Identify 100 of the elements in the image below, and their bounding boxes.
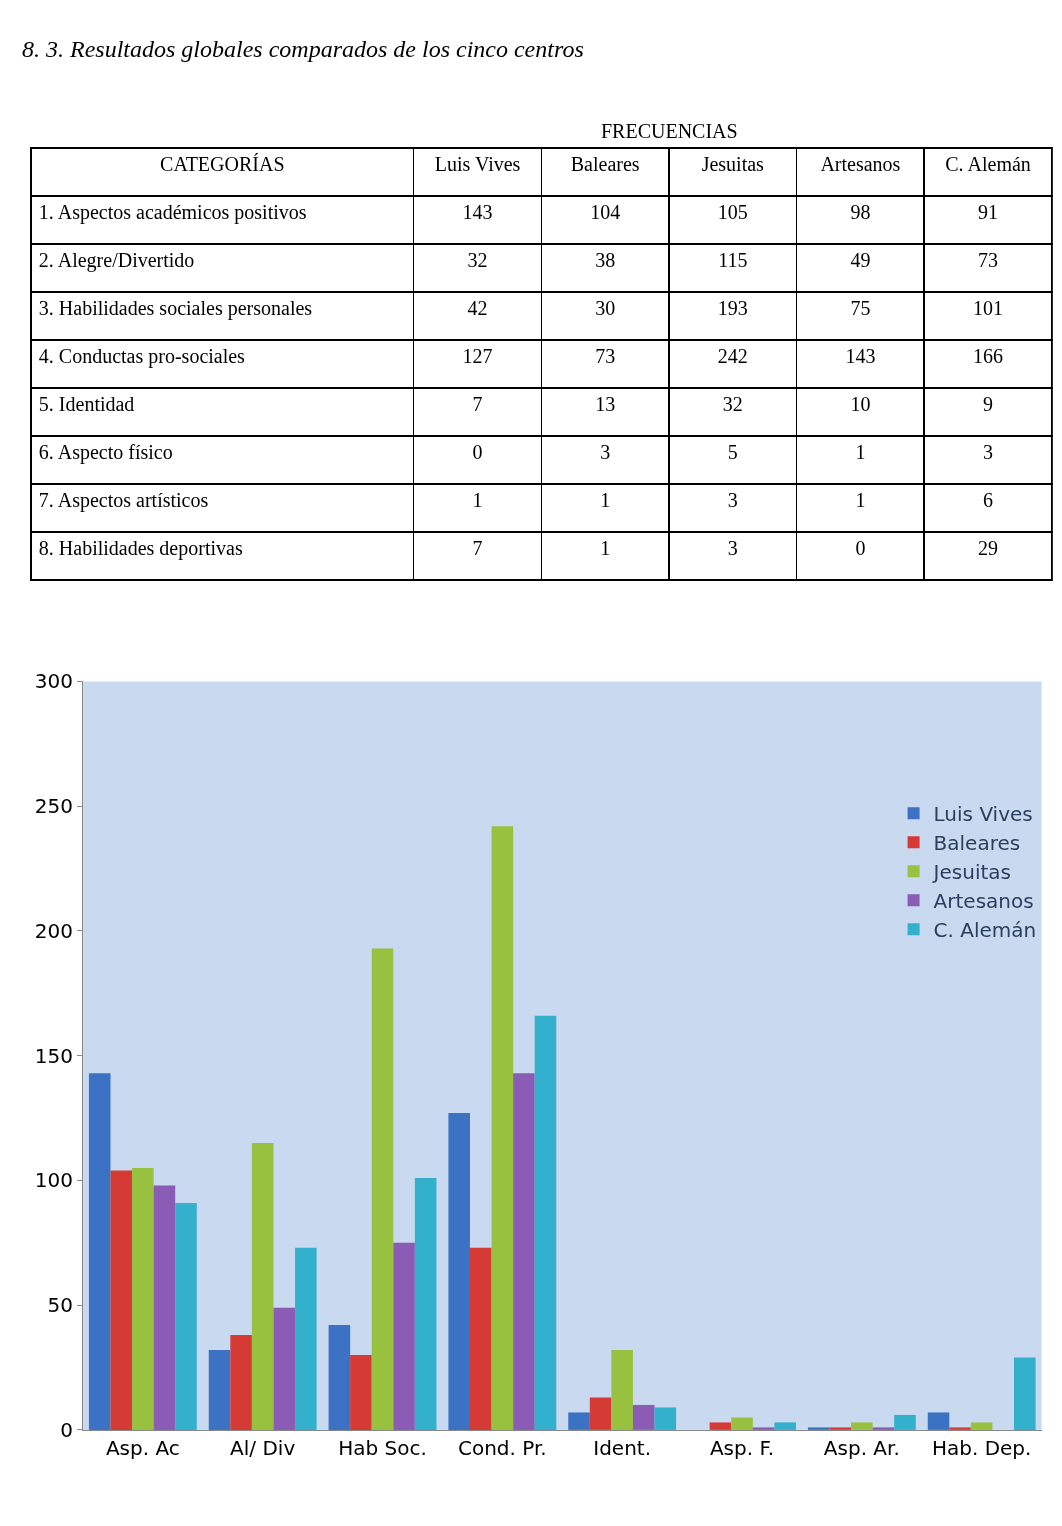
x-axis-title: FRECUENCIAS (601, 120, 738, 142)
legend-label: Artesanos (933, 889, 1034, 914)
x-tick-label: C. Alemán (945, 152, 1031, 175)
bar (611, 1350, 633, 1430)
data-label: 32 (467, 248, 488, 271)
bar (251, 1143, 274, 1430)
data-label: 166 (973, 344, 1004, 367)
x-tick-label: Artesanos (820, 152, 901, 175)
bar (88, 1073, 111, 1430)
data-label: 0 (472, 440, 483, 463)
bar (230, 1335, 252, 1430)
bar (568, 1412, 590, 1430)
data-label: 75 (850, 296, 871, 319)
data-label: 3 (727, 488, 738, 511)
data-label: 1 (855, 440, 866, 463)
x-tick-label: Luis Vives (434, 152, 521, 175)
data-label: 5 (727, 440, 738, 463)
bar (752, 1427, 775, 1430)
data-label: 101 (973, 296, 1004, 319)
legend-label: C. Alemán (933, 918, 1037, 943)
data-label: 242 (717, 344, 748, 367)
bar (469, 1247, 492, 1430)
bar (927, 1412, 950, 1430)
data-label: 32 (722, 392, 743, 415)
data-label: 91 (978, 200, 999, 223)
data-label: 9 (983, 392, 994, 415)
bar (448, 1113, 470, 1430)
data-label: 115 (718, 248, 748, 271)
y-tick-label: 250 (34, 794, 73, 819)
bar (273, 1307, 296, 1430)
legend-label: Luis Vives (933, 802, 1033, 827)
y-tick-label: 200 (34, 918, 73, 943)
legend-label: Jesuitas (931, 860, 1011, 885)
data-label: 30 (595, 296, 616, 319)
data-label: 6 (983, 488, 994, 511)
data-label: 105 (717, 200, 748, 223)
x-tick-label: Jesuitas (701, 152, 765, 175)
data-label: 1 (472, 488, 483, 511)
bar (513, 1073, 535, 1430)
y-tick-label: 300 (34, 669, 73, 694)
data-label: 38 (595, 248, 616, 271)
data-label: 3 (983, 440, 994, 463)
bar (970, 1422, 993, 1430)
bar (132, 1167, 154, 1430)
bar (1014, 1357, 1036, 1430)
data-label: 73 (978, 248, 999, 271)
data-label: 127 (462, 344, 493, 367)
x-tick-label: Asp. Ar. (823, 1435, 900, 1460)
data-label: 1 (855, 488, 866, 511)
bar (153, 1185, 176, 1430)
bar (295, 1247, 317, 1430)
y-tick-label: 6. Aspecto físico (38, 440, 173, 464)
x-tick-label: Baleares (570, 152, 640, 175)
bar (851, 1422, 873, 1430)
x-tick-label: Ident. (593, 1435, 652, 1460)
bar (350, 1355, 372, 1430)
bar (110, 1170, 133, 1430)
data-label: 42 (467, 296, 488, 319)
bar (731, 1417, 753, 1430)
x-tick-label: Asp. F. (709, 1435, 775, 1460)
data-label: 1 (600, 488, 611, 511)
data-label: 13 (595, 392, 616, 415)
y-tick-label: 7. Aspectos artísticos (38, 488, 209, 512)
bar (654, 1407, 677, 1430)
bar (589, 1397, 612, 1430)
y-tick-label: 150 (34, 1043, 73, 1068)
y-tick-label: 5. Identidad (38, 392, 135, 415)
y-axis-title: CATEGORÍAS (160, 152, 285, 175)
data-label: 143 (462, 200, 493, 223)
y-tick-label: 0 (60, 1417, 73, 1442)
bar (534, 1015, 557, 1430)
bar (774, 1422, 796, 1430)
data-label: 10 (850, 392, 871, 415)
x-tick-label: Al/ Div (230, 1435, 296, 1460)
data-label: 0 (855, 536, 866, 559)
bar (393, 1242, 415, 1430)
bar (328, 1325, 351, 1430)
data-label: 104 (590, 200, 621, 223)
bar (709, 1422, 732, 1430)
bar (175, 1202, 197, 1430)
x-tick-label: Hab Soc. (338, 1435, 427, 1460)
bar (894, 1414, 916, 1430)
bar (371, 948, 394, 1430)
bar (491, 826, 514, 1430)
data-label: 1 (600, 536, 611, 559)
bar (807, 1427, 830, 1430)
y-tick-label: 50 (47, 1293, 73, 1318)
data-label: 29 (978, 536, 999, 559)
data-label: 143 (845, 344, 876, 367)
y-tick-label: 1. Aspectos académicos positivos (38, 200, 307, 224)
data-label: 7 (472, 392, 483, 415)
y-tick-label: 8. Habilidades deportivas (38, 536, 243, 560)
x-tick-label: Cond. Pr. (457, 1435, 547, 1460)
data-label: 7 (472, 536, 483, 559)
data-label: 193 (717, 296, 748, 319)
bar (949, 1427, 971, 1430)
data-label: 73 (595, 344, 616, 367)
x-tick-label: Hab. Dep. (931, 1435, 1032, 1460)
x-tick-label: Asp. Ac (105, 1435, 180, 1460)
y-tick-label: 4. Conductas pro-sociales (38, 344, 246, 368)
